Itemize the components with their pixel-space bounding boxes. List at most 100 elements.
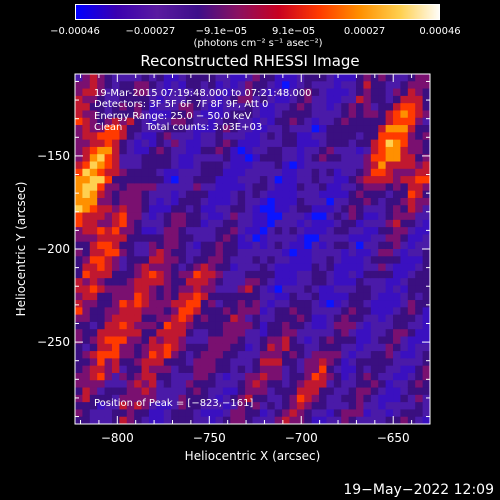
heatmap-cell bbox=[267, 110, 276, 119]
heatmap-cell bbox=[400, 212, 409, 221]
heatmap-cell bbox=[289, 117, 298, 126]
heatmap-cell bbox=[341, 263, 350, 272]
heatmap-cell bbox=[208, 256, 216, 264]
heatmap-cell bbox=[333, 249, 342, 257]
heatmap-cell bbox=[259, 336, 268, 345]
heatmap-cell bbox=[415, 125, 424, 133]
heatmap-cell bbox=[274, 212, 283, 221]
heatmap-cell bbox=[148, 205, 157, 213]
heatmap-cell bbox=[148, 81, 157, 89]
heatmap-cell bbox=[89, 117, 98, 126]
heatmap-cell bbox=[333, 146, 342, 155]
heatmap-cell bbox=[200, 132, 209, 141]
heatmap-cell bbox=[378, 103, 387, 111]
heatmap-cell bbox=[422, 132, 431, 141]
heatmap-cell bbox=[156, 146, 165, 155]
heatmap-cell bbox=[111, 358, 120, 367]
heatmap-cell bbox=[141, 125, 150, 133]
heatmap-cell bbox=[97, 409, 105, 418]
heatmap-cell bbox=[185, 307, 194, 316]
heatmap-cell bbox=[333, 358, 342, 367]
heatmap-cell bbox=[333, 103, 342, 111]
heatmap-cell bbox=[215, 292, 224, 301]
heatmap-cell bbox=[82, 321, 91, 330]
heatmap-cell bbox=[274, 219, 283, 228]
heatmap-cell bbox=[104, 117, 113, 126]
heatmap-cell bbox=[185, 321, 194, 330]
heatmap-cell bbox=[200, 278, 209, 286]
heatmap-cell bbox=[259, 110, 268, 119]
heatmap-cell bbox=[252, 88, 261, 97]
heatmap-cell bbox=[185, 88, 194, 97]
heatmap-cell bbox=[363, 365, 372, 374]
heatmap-cell bbox=[363, 197, 372, 206]
heatmap-cell bbox=[407, 351, 416, 359]
heatmap-cell bbox=[163, 402, 172, 410]
heatmap-cell bbox=[311, 161, 320, 170]
heatmap-cell bbox=[119, 321, 128, 330]
heatmap-cell bbox=[267, 197, 276, 206]
heatmap-cell bbox=[141, 416, 150, 425]
heatmap-cell bbox=[289, 321, 298, 330]
heatmap-cell bbox=[163, 263, 172, 272]
heatmap-cell bbox=[422, 205, 431, 213]
heatmap-cell bbox=[289, 365, 298, 374]
heatmap-cell bbox=[141, 154, 150, 162]
heatmap-cell bbox=[415, 292, 424, 301]
heatmap-cell bbox=[208, 241, 216, 250]
heatmap-cell bbox=[415, 81, 424, 89]
heatmap-cell bbox=[156, 117, 165, 126]
heatmap-cell bbox=[119, 81, 128, 89]
heatmap-cell bbox=[400, 358, 409, 367]
heatmap-cell bbox=[259, 285, 268, 294]
heatmap-cell bbox=[259, 117, 268, 126]
heatmap-cell bbox=[126, 270, 135, 279]
heatmap-cell bbox=[385, 154, 394, 162]
heatmap-cell bbox=[385, 168, 394, 177]
heatmap-cell bbox=[222, 300, 231, 308]
heatmap-cell bbox=[163, 300, 172, 308]
heatmap-cell bbox=[82, 402, 91, 410]
heatmap-cell bbox=[378, 314, 387, 323]
heatmap-cell bbox=[126, 197, 135, 206]
heatmap-cell bbox=[178, 117, 187, 126]
heatmap-cell bbox=[259, 380, 268, 388]
heatmap-cell bbox=[178, 212, 187, 221]
heatmap-cell bbox=[252, 110, 261, 119]
heatmap-cell bbox=[304, 183, 313, 192]
heatmap-cell bbox=[378, 190, 387, 199]
heatmap-cell bbox=[407, 125, 416, 133]
heatmap-cell bbox=[75, 234, 83, 243]
heatmap-cell bbox=[348, 336, 357, 345]
heatmap-cell bbox=[185, 292, 194, 301]
heatmap-cell bbox=[385, 212, 394, 221]
heatmap-cell bbox=[178, 183, 187, 192]
heatmap-cell bbox=[356, 139, 364, 148]
heatmap-cell bbox=[304, 365, 313, 374]
heatmap-cell bbox=[141, 402, 150, 410]
heatmap-cell bbox=[252, 263, 261, 272]
heatmap-cell bbox=[422, 300, 431, 308]
heatmap-cell bbox=[200, 256, 209, 264]
heatmap-cell bbox=[148, 139, 157, 148]
heatmap-cell bbox=[119, 249, 128, 257]
heatmap-cell bbox=[134, 241, 142, 250]
heatmap-cell bbox=[296, 249, 305, 257]
heatmap-cell bbox=[252, 176, 261, 184]
heatmap-cell bbox=[126, 219, 135, 228]
heatmap-cell bbox=[274, 394, 283, 403]
heatmap-cell bbox=[319, 103, 327, 111]
heatmap-cell bbox=[296, 154, 305, 162]
heatmap-cell bbox=[171, 219, 179, 228]
heatmap-cell bbox=[363, 241, 372, 250]
heatmap-cell bbox=[215, 219, 224, 228]
heatmap-cell bbox=[104, 249, 113, 257]
heatmap-cell bbox=[319, 402, 327, 410]
heatmap-cell bbox=[304, 110, 313, 119]
heatmap-cell bbox=[385, 249, 394, 257]
heatmap-cell bbox=[89, 380, 98, 388]
heatmap-cell bbox=[319, 270, 327, 279]
heatmap-cell bbox=[215, 132, 224, 141]
heatmap-cell bbox=[407, 168, 416, 177]
heatmap-cell bbox=[415, 256, 424, 264]
